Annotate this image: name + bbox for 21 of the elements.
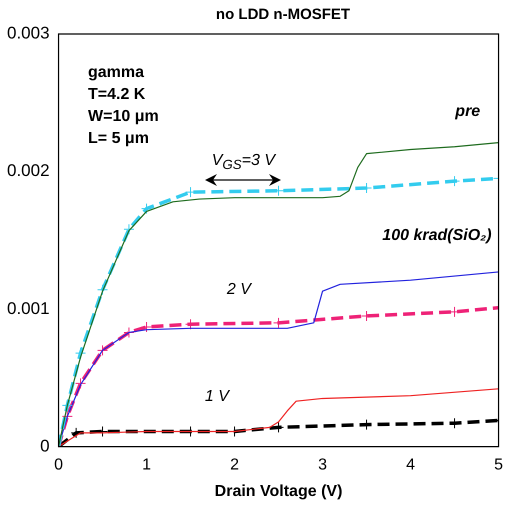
x-tick-label: 1 bbox=[142, 456, 152, 474]
x-tick-label: 5 bbox=[494, 456, 504, 474]
x-tick-label: 4 bbox=[406, 456, 416, 474]
y-tick-label: 0 bbox=[40, 436, 50, 456]
y-tick-label: 0.002 bbox=[6, 161, 50, 180]
annotation: 1 V bbox=[204, 388, 229, 406]
x-tick-label: 3 bbox=[318, 456, 328, 474]
annotation: W=10 μm bbox=[88, 107, 159, 127]
annotation: 100 krad(SiO₂) bbox=[382, 227, 492, 246]
y-tick-label: 0.001 bbox=[6, 298, 50, 318]
y-tick-label: 0.003 bbox=[6, 24, 50, 43]
chart-title: no LDD n-MOSFET bbox=[214, 6, 352, 23]
annotation: 2 V bbox=[226, 280, 251, 299]
x-tick-label: 2 bbox=[230, 456, 240, 474]
annotation: pre bbox=[455, 103, 480, 122]
annotation: T=4.2 K bbox=[88, 85, 146, 105]
x-tick-label: 0 bbox=[54, 456, 64, 474]
x-axis-title: Drain Voltage (V) bbox=[214, 482, 342, 500]
annotation: gamma bbox=[88, 63, 146, 83]
annotation: V$_{GS}$=3 V bbox=[212, 152, 275, 172]
annotation: L= 5 μm bbox=[88, 129, 150, 149]
